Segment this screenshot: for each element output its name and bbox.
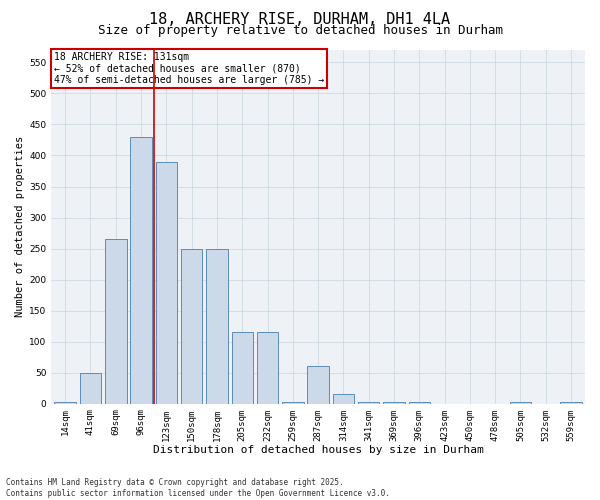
- X-axis label: Distribution of detached houses by size in Durham: Distribution of detached houses by size …: [153, 445, 484, 455]
- Bar: [80, 372, 101, 404]
- Bar: [383, 402, 405, 404]
- Text: Size of property relative to detached houses in Durham: Size of property relative to detached ho…: [97, 24, 503, 37]
- Bar: [206, 248, 228, 404]
- Bar: [358, 402, 379, 404]
- Bar: [55, 402, 76, 404]
- Text: 18 ARCHERY RISE: 131sqm
← 52% of detached houses are smaller (870)
47% of semi-d: 18 ARCHERY RISE: 131sqm ← 52% of detache…: [54, 52, 324, 85]
- Bar: [409, 402, 430, 404]
- Bar: [307, 366, 329, 404]
- Bar: [105, 240, 127, 404]
- Y-axis label: Number of detached properties: Number of detached properties: [15, 136, 25, 318]
- Bar: [257, 332, 278, 404]
- Bar: [155, 162, 177, 404]
- Bar: [282, 402, 304, 404]
- Bar: [510, 402, 531, 404]
- Text: Contains HM Land Registry data © Crown copyright and database right 2025.
Contai: Contains HM Land Registry data © Crown c…: [6, 478, 390, 498]
- Text: 18, ARCHERY RISE, DURHAM, DH1 4LA: 18, ARCHERY RISE, DURHAM, DH1 4LA: [149, 12, 451, 28]
- Bar: [560, 402, 582, 404]
- Bar: [130, 137, 152, 404]
- Bar: [332, 394, 354, 404]
- Bar: [181, 248, 202, 404]
- Bar: [232, 332, 253, 404]
